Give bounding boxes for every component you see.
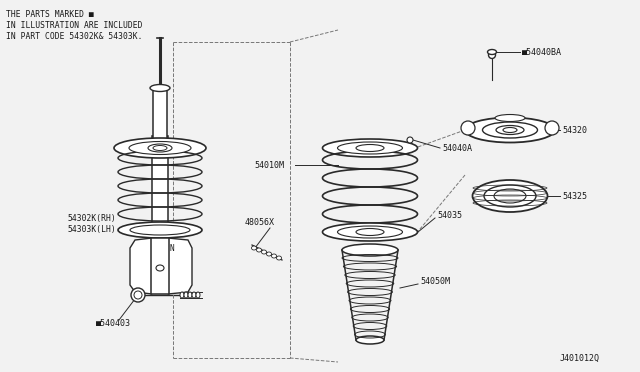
Circle shape bbox=[461, 121, 475, 135]
Ellipse shape bbox=[484, 185, 536, 207]
Polygon shape bbox=[168, 238, 192, 294]
Ellipse shape bbox=[356, 336, 384, 344]
Ellipse shape bbox=[465, 118, 555, 142]
Ellipse shape bbox=[153, 145, 167, 151]
Ellipse shape bbox=[129, 141, 191, 154]
Ellipse shape bbox=[337, 142, 403, 154]
Text: 54040A: 54040A bbox=[442, 144, 472, 153]
Ellipse shape bbox=[114, 138, 206, 158]
Ellipse shape bbox=[257, 248, 262, 252]
Ellipse shape bbox=[130, 225, 190, 235]
Ellipse shape bbox=[184, 292, 188, 298]
Text: N: N bbox=[170, 244, 175, 253]
Circle shape bbox=[131, 288, 145, 302]
Text: J401012Q: J401012Q bbox=[560, 353, 600, 362]
Text: ■54040BA: ■54040BA bbox=[522, 48, 562, 57]
Text: 54010M: 54010M bbox=[254, 160, 284, 170]
Ellipse shape bbox=[496, 125, 524, 135]
Circle shape bbox=[407, 137, 413, 143]
Circle shape bbox=[134, 291, 142, 299]
Ellipse shape bbox=[196, 292, 200, 298]
Ellipse shape bbox=[180, 292, 184, 298]
Ellipse shape bbox=[148, 144, 172, 152]
Ellipse shape bbox=[276, 256, 282, 260]
Ellipse shape bbox=[356, 144, 384, 151]
Ellipse shape bbox=[488, 49, 497, 55]
Ellipse shape bbox=[252, 246, 257, 250]
Text: 48056X: 48056X bbox=[245, 218, 275, 227]
Circle shape bbox=[545, 121, 559, 135]
Ellipse shape bbox=[266, 252, 271, 256]
Ellipse shape bbox=[262, 250, 266, 254]
Ellipse shape bbox=[356, 228, 384, 235]
FancyBboxPatch shape bbox=[152, 136, 168, 236]
Ellipse shape bbox=[118, 222, 202, 238]
Ellipse shape bbox=[483, 122, 538, 138]
Ellipse shape bbox=[494, 189, 526, 203]
Text: IN ILLUSTRATION ARE INCLUDED: IN ILLUSTRATION ARE INCLUDED bbox=[6, 20, 143, 29]
Ellipse shape bbox=[323, 139, 417, 157]
Ellipse shape bbox=[503, 128, 517, 132]
FancyBboxPatch shape bbox=[151, 238, 169, 294]
Text: 54050M: 54050M bbox=[420, 278, 450, 286]
Text: ■540403: ■540403 bbox=[96, 318, 131, 327]
Polygon shape bbox=[130, 238, 152, 294]
Ellipse shape bbox=[188, 292, 192, 298]
Ellipse shape bbox=[342, 244, 398, 256]
Text: 54303K(LH): 54303K(LH) bbox=[68, 224, 116, 234]
Ellipse shape bbox=[192, 292, 196, 298]
Ellipse shape bbox=[271, 254, 276, 258]
Ellipse shape bbox=[495, 115, 525, 122]
Ellipse shape bbox=[488, 51, 495, 58]
Ellipse shape bbox=[150, 84, 170, 92]
Ellipse shape bbox=[472, 180, 547, 212]
Ellipse shape bbox=[156, 265, 164, 271]
Ellipse shape bbox=[323, 223, 417, 241]
FancyBboxPatch shape bbox=[153, 88, 167, 140]
Text: 54320: 54320 bbox=[562, 125, 587, 135]
Text: 54302K(RH): 54302K(RH) bbox=[68, 214, 116, 222]
Ellipse shape bbox=[337, 226, 403, 238]
Text: THE PARTS MARKED ■: THE PARTS MARKED ■ bbox=[6, 10, 93, 19]
Text: 54035: 54035 bbox=[437, 211, 462, 219]
Text: 54325: 54325 bbox=[562, 192, 587, 201]
Text: IN PART CODE 54302K& 54303K.: IN PART CODE 54302K& 54303K. bbox=[6, 32, 143, 41]
